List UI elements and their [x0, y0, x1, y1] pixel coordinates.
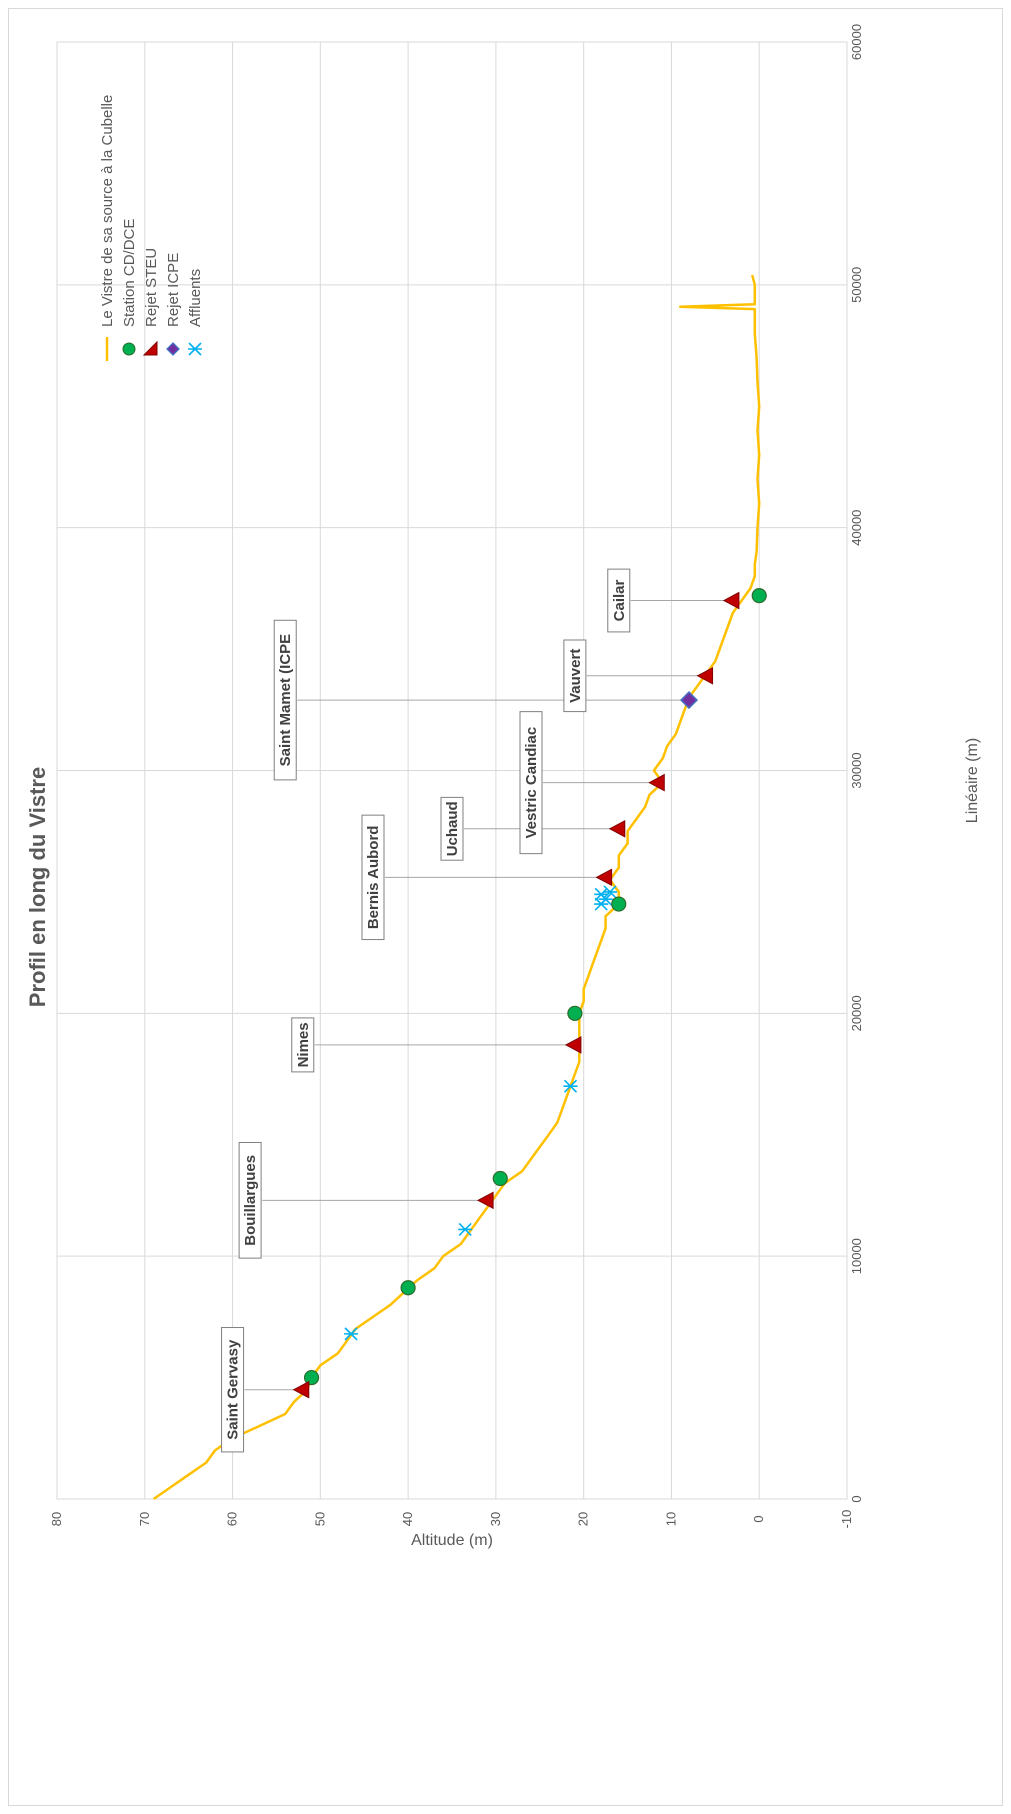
annotations: Saint Gervasy Bouillargues Nimes Bernis Aub… — [221, 568, 733, 1453]
markers — [292, 588, 767, 1399]
x-tick-label: 40000 — [849, 510, 864, 546]
legend-swatch-rejet-icpe — [166, 342, 180, 356]
y-tick-label: 30 — [488, 1512, 503, 1526]
annotation-group: Saint Gervasy — [221, 1327, 245, 1453]
annotation-box — [607, 568, 631, 633]
chart-frame: 0 10000 20000 30000 40000 50000 60000 -10 0 10 20 3… — [8, 8, 1003, 1806]
y-tick-label: 40 — [400, 1512, 415, 1526]
marker-rejet-steu — [477, 1191, 494, 1210]
y-tick-label: 80 — [49, 1512, 64, 1526]
marker-rejet-steu — [292, 1380, 310, 1399]
annotation-group: Saint Mamet (ICPE — [273, 619, 297, 781]
legend-label: Rejet ICPE — [165, 253, 182, 327]
legend-label: Station CD/DCE — [121, 219, 138, 327]
x-tick-label: 60000 — [849, 24, 864, 60]
chart-title: Profil en long du Vistre — [25, 767, 50, 1007]
legend-label: Le Vistre de sa source à la Cubelle — [99, 95, 116, 327]
gridlines — [56, 41, 848, 1500]
x-tick-label: 20000 — [849, 995, 864, 1031]
y-tick-label: 50 — [312, 1512, 327, 1526]
marker-station — [303, 1369, 320, 1386]
annotation-label: Saint Gervasy — [225, 1339, 242, 1440]
marker-rejet-steu — [595, 868, 613, 887]
marker-station — [567, 1005, 583, 1021]
series-line-profile — [152, 274, 761, 1501]
annotation-box — [238, 1142, 262, 1259]
marker-rejet-steu — [696, 666, 714, 685]
marker-rejet-steu — [564, 1036, 582, 1054]
annotation-group: Bouillargues — [238, 1142, 262, 1259]
annotation-box — [519, 711, 543, 855]
marker-affluents — [603, 885, 617, 899]
y-tick-label: 20 — [576, 1512, 591, 1526]
annotation-group: Vauvert — [563, 639, 587, 713]
legend-swatch-station — [122, 342, 136, 356]
x-tick-label: 50000 — [849, 267, 864, 303]
annotation-label: Cailar — [611, 580, 628, 622]
marker-affluents — [563, 1079, 578, 1093]
marker-affluents — [458, 1222, 473, 1237]
annotation-label: Bouillargues — [242, 1155, 259, 1246]
legend-swatch-affluents — [188, 342, 202, 356]
y-tick-label: 60 — [225, 1512, 240, 1526]
legend-swatch-rejet-steu — [142, 340, 158, 356]
marker-station — [751, 588, 767, 604]
annotation-label: Saint Mamet (ICPE — [277, 634, 294, 767]
marker-affluents — [344, 1327, 359, 1341]
x-tick-label: 0 — [849, 1495, 864, 1502]
marker-rejet-steu — [648, 773, 665, 792]
annotation-label: Nimes — [295, 1022, 312, 1067]
annotation-group: Vestric Candiac — [519, 711, 543, 855]
marker-rejet-steu — [608, 819, 626, 838]
annotation-group: Uchaud — [440, 796, 464, 861]
axes: 0 10000 20000 30000 40000 50000 60000 -10 0 10 20 3… — [49, 24, 864, 1528]
annotation-box — [563, 639, 587, 713]
legend-label: Affluents — [187, 269, 204, 327]
annotation-label: Vauvert — [567, 649, 584, 703]
annotation-group: Nimes — [291, 1017, 315, 1073]
annotation-box — [221, 1327, 245, 1453]
legend-label: Rejet STEU — [143, 248, 160, 327]
x-axis-title: Linéaire (m) — [964, 738, 981, 823]
annotation-group: Bernis Aubord — [361, 814, 385, 941]
plot-area — [152, 274, 761, 1501]
marker-station — [492, 1170, 508, 1187]
x-tick-label: 10000 — [849, 1238, 864, 1274]
marker-station — [611, 896, 627, 912]
marker-rejet-icpe — [679, 691, 699, 710]
chart-svg: 0 10000 20000 30000 40000 50000 60000 -10 0 10 20 3… — [25, 24, 981, 1549]
y-tick-label: -10 — [839, 1510, 854, 1529]
annotation-label: Uchaud — [444, 801, 461, 856]
y-tick-label: 70 — [137, 1512, 152, 1526]
annotation-box — [291, 1017, 315, 1073]
marker-affluents — [594, 887, 609, 901]
x-tick-label: 30000 — [849, 752, 864, 788]
y-tick-label: 10 — [663, 1512, 678, 1526]
annotation-label: Bernis Aubord — [365, 826, 382, 930]
y-axis-title: Altitude (m) — [411, 1532, 493, 1549]
annotation-box — [440, 796, 464, 861]
annotation-group: Cailar — [607, 568, 631, 633]
marker-rejet-steu — [722, 591, 740, 610]
annotation-label: Vestric Candiac — [523, 727, 540, 839]
legend: Le Vistre de sa source à la Cubelle Stati… — [99, 95, 204, 361]
titles: Linéaire (m) Altitude (m) Profil en long d… — [25, 738, 981, 1549]
annotation-box — [273, 619, 297, 781]
marker-station — [400, 1280, 416, 1296]
annotation-box — [361, 814, 385, 941]
y-tick-label: 0 — [751, 1515, 766, 1522]
